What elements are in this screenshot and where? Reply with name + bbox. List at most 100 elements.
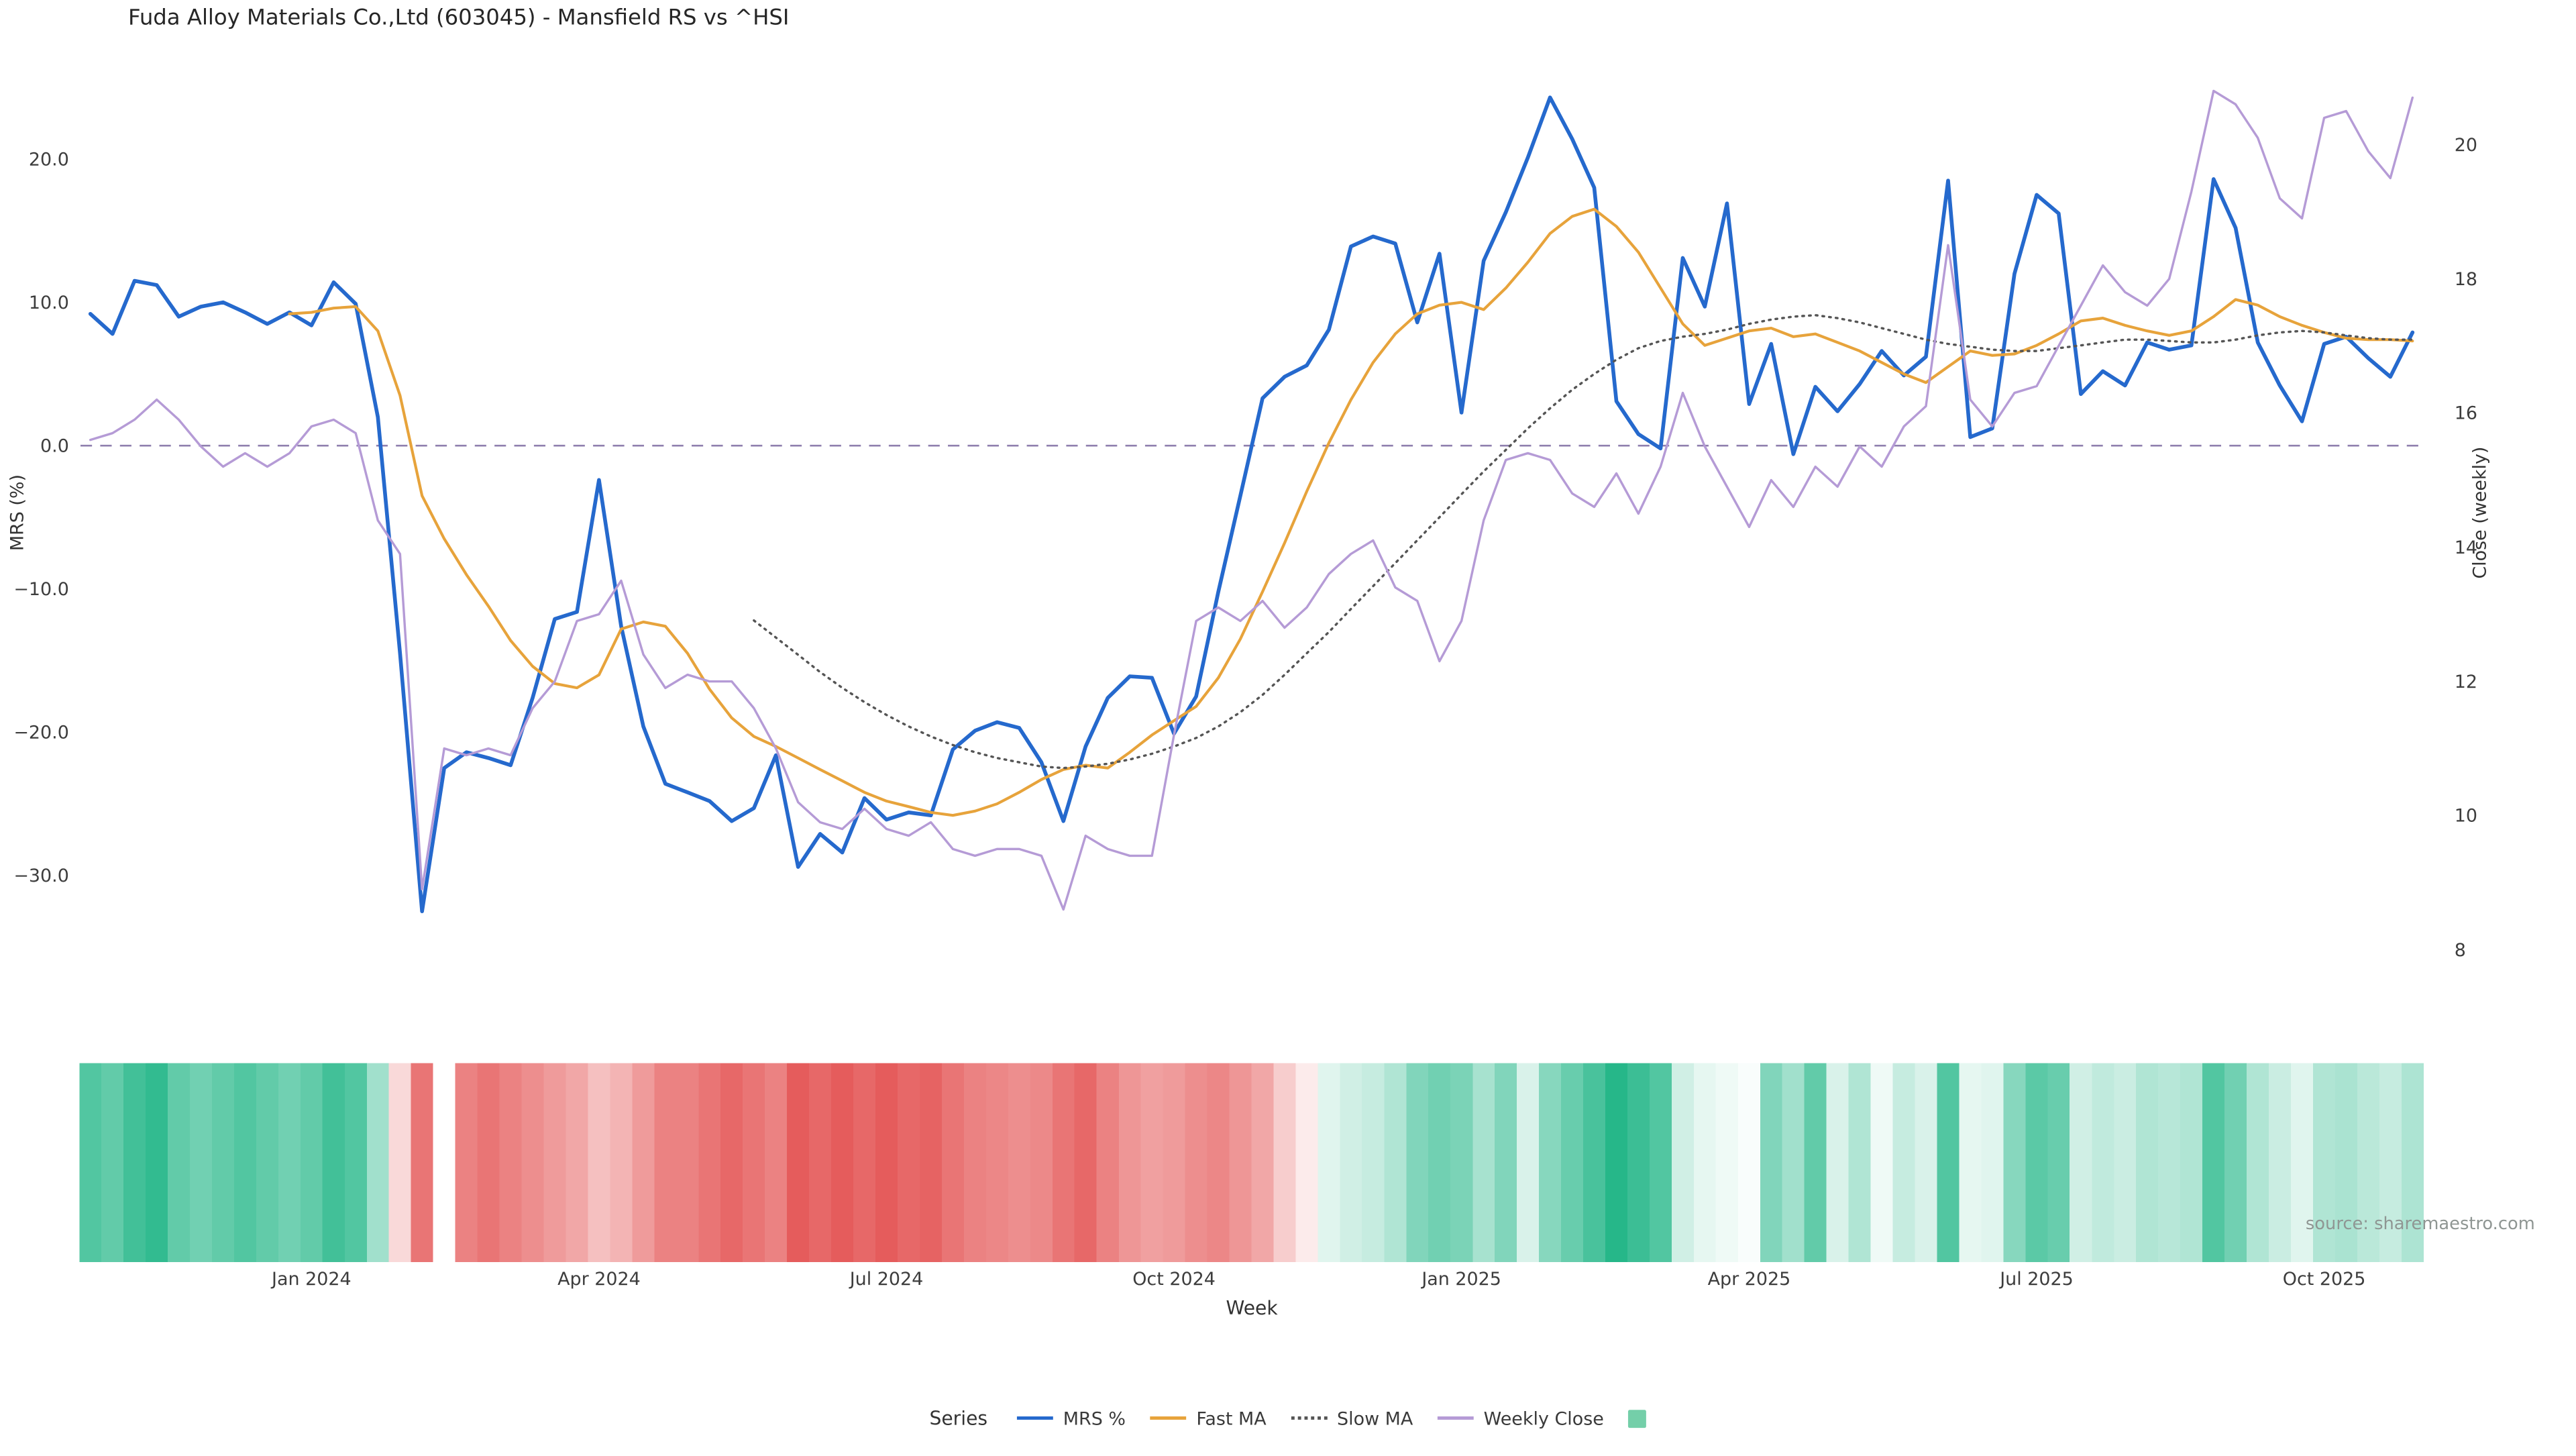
heatmap-cell	[2047, 1063, 2070, 1262]
heatmap-cell	[79, 1063, 102, 1262]
legend-label: Fast MA	[1196, 1407, 1267, 1429]
heatmap-cell	[2136, 1063, 2159, 1262]
heatmap-cell	[2224, 1063, 2247, 1262]
y-right-tick-label: 20	[2455, 135, 2477, 156]
heatmap-cell	[942, 1063, 965, 1262]
heatmap-cell	[1870, 1063, 1893, 1262]
heatmap-cell	[2180, 1063, 2203, 1262]
y-right-tick-label: 12	[2455, 672, 2477, 692]
heatmap-cell	[256, 1063, 278, 1262]
heatmap-cell	[1583, 1063, 1606, 1262]
x-axis-label: Week	[1226, 1297, 1279, 1319]
heatmap-cell	[233, 1063, 257, 1262]
chart-legend: Series MRS % Fast MA Slow MA Weekly Close	[0, 1406, 2576, 1430]
heatmap-cell	[411, 1063, 433, 1262]
x-tick-label: Jul 2024	[849, 1269, 924, 1290]
x-tick-label: Oct 2024	[1132, 1269, 1216, 1290]
y-left-tick-label: −10.0	[13, 579, 69, 600]
heatmap-cell	[123, 1063, 146, 1262]
chart-title: Fuda Alloy Materials Co.,Ltd (603045) - …	[128, 6, 790, 32]
heatmap-cell	[985, 1063, 1009, 1262]
heatmap-cell	[2269, 1063, 2292, 1262]
heatmap-cell	[1450, 1063, 1473, 1262]
heatmap-cell	[1163, 1063, 1185, 1262]
heatmap-cell	[1008, 1063, 1031, 1262]
heatmap-cell	[1605, 1063, 1628, 1262]
heatmap-cell	[698, 1063, 721, 1262]
legend-items: MRS % Fast MA Slow MA Weekly Close	[1017, 1407, 1647, 1429]
heatmap-cell	[1295, 1063, 1318, 1262]
y-axis-label-left: MRS (%)	[7, 474, 28, 551]
y-left-tick-label: 20.0	[29, 149, 69, 170]
heatmap-cell	[1340, 1063, 1362, 1262]
heatmap-cell	[2202, 1063, 2225, 1262]
heatmap-cell	[853, 1063, 876, 1262]
heatmap-cell	[1185, 1063, 1208, 1262]
x-tick-label: Apr 2025	[1708, 1269, 1791, 1290]
legend-label: Slow MA	[1337, 1407, 1413, 1429]
heatmap-cell	[322, 1063, 345, 1262]
heatmap-cell	[2025, 1063, 2048, 1262]
heatmap-cell	[1561, 1063, 1584, 1262]
heatmap-cell	[875, 1063, 898, 1262]
heatmap-cell	[1937, 1063, 1960, 1262]
heatmap-cell	[765, 1063, 788, 1262]
heatmap-cell	[743, 1063, 765, 1262]
heatmap-cell	[145, 1063, 168, 1262]
heatmap-cell	[610, 1063, 633, 1262]
heatmap-cell	[1737, 1063, 1760, 1262]
heatmap-cell	[809, 1063, 832, 1262]
heatmap-cell	[2246, 1063, 2269, 1262]
heatmap-cell	[101, 1063, 124, 1262]
y-left-tick-label: 0.0	[40, 435, 69, 456]
series-line-weekly-close	[89, 89, 2414, 911]
heatmap-cell	[1318, 1063, 1340, 1262]
heatmap-cell	[168, 1063, 191, 1262]
heatmap-cell	[1229, 1063, 1252, 1262]
heatmap-cell	[2003, 1063, 2026, 1262]
heatmap-cell	[1959, 1063, 1982, 1262]
heatmap-cell	[433, 1063, 455, 1262]
heatmap-cell	[2312, 1063, 2336, 1262]
heatmap-cell	[831, 1063, 854, 1262]
y-right-tick-label: 18	[2455, 269, 2477, 290]
heatmap-cell	[1517, 1063, 1540, 1262]
legend-item-mrs: MRS %	[1017, 1408, 1126, 1428]
heatmap-cell	[1981, 1063, 2004, 1262]
y-right-tick-label: 16	[2455, 403, 2477, 424]
heatmap-cell	[1428, 1063, 1451, 1262]
heatmap-cell	[1030, 1063, 1053, 1262]
legend-item-weekly-close: Weekly Close	[1438, 1407, 1604, 1429]
heatmap-cell	[1495, 1063, 1517, 1262]
heatmap-cell	[499, 1063, 522, 1262]
legend-label: Weekly Close	[1483, 1407, 1604, 1429]
heatmap-cell	[2291, 1063, 2314, 1262]
heatmap-cell	[1384, 1063, 1407, 1262]
heatmap-cell	[1140, 1063, 1163, 1262]
series-line-slow-ma	[753, 314, 2414, 770]
legend-swatch-slow-ma	[1291, 1416, 1328, 1420]
heatmap-cell	[1362, 1063, 1385, 1262]
series-line-fast-ma	[288, 207, 2414, 817]
heatmap-cell	[278, 1063, 301, 1262]
legend-swatch-weekly-close	[1438, 1416, 1474, 1420]
heatmap-cell	[1251, 1063, 1274, 1262]
legend-swatch-fast-ma	[1150, 1416, 1187, 1420]
heatmap-cell	[919, 1063, 943, 1262]
heatmap-cell	[211, 1063, 235, 1262]
heatmap-cell	[963, 1063, 987, 1262]
heatmap-cell	[676, 1063, 699, 1262]
heatmap-cell	[1207, 1063, 1230, 1262]
heatmap-cell	[1715, 1063, 1738, 1262]
heatmap-cell	[1538, 1063, 1562, 1262]
heatmap-cell	[1074, 1063, 1097, 1262]
y-left-tick-label: 10.0	[29, 293, 69, 313]
y-axis-label-right: Close (weekly)	[2469, 447, 2490, 579]
heatmap-cell	[521, 1063, 544, 1262]
legend-heatmap-swatch	[1628, 1409, 1647, 1427]
legend-title: Series	[929, 1406, 988, 1430]
heatmap-cell	[2114, 1063, 2137, 1262]
heatmap-cell	[2092, 1063, 2114, 1262]
heatmap-cell	[632, 1063, 655, 1262]
heatmap-cell	[2357, 1063, 2379, 1262]
